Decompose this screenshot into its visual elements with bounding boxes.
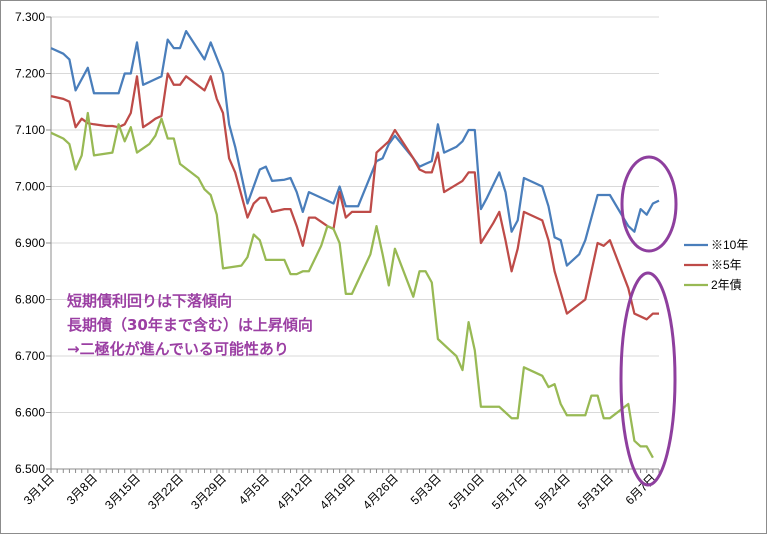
annotation-line-2: 長期債（30年まで含む）は上昇傾向 (67, 316, 313, 334)
x-tick-label: 3月22日 (145, 471, 186, 512)
x-tick-label: 5月10日 (446, 471, 487, 512)
x-tick-label: 3月29日 (188, 471, 229, 512)
x-axis-ticks: 3月1日 3月8日 3月15日 3月22日 3月29日 4月5日 4月12日 4月19日 4月2… (21, 469, 660, 512)
series-line-0 (50, 29, 660, 267)
x-tick-label: 5月24日 (532, 471, 573, 512)
legend-label-0: ※10年 (711, 238, 748, 252)
y-axis-ticks: 6.500 6.600 6.700 6.800 6.900 7.000 7.100 7.200… (15, 10, 51, 476)
annotation-line-3: →二極化が進んでいる可能性あり (67, 340, 289, 358)
legend-label-2: 2年債 (711, 277, 742, 292)
series-line-1 (50, 72, 659, 321)
y-tick-label: 7.000 (15, 180, 45, 194)
y-tick-label: 6.800 (15, 293, 45, 307)
x-tick-label: 3月15日 (102, 471, 143, 512)
y-tick-label: 7.200 (15, 67, 45, 81)
x-tick-label: 4月5日 (236, 471, 272, 507)
x-tick-label: 5月17日 (489, 471, 530, 512)
highlight-ellipse-long-term (620, 155, 678, 253)
x-tick-label: 4月26日 (360, 471, 401, 512)
y-tick-label: 7.300 (15, 10, 45, 24)
annotation-text: 短期債利回りは下落傾向 長期債（30年まで含む）は上昇傾向 →二極化が進んでいる… (67, 292, 313, 358)
x-tick-label: 4月12日 (274, 471, 315, 512)
highlight-ellipse-short-term (619, 271, 677, 487)
y-tick-label: 7.100 (15, 123, 45, 137)
x-tick-label: 5月3日 (408, 471, 444, 507)
legend: ※10年 ※5年 2年債 (684, 238, 748, 292)
x-tick-label: 4月19日 (317, 471, 358, 512)
highlight-ellipses (619, 155, 678, 487)
y-tick-label: 6.500 (15, 462, 45, 476)
x-tick-label: 3月1日 (21, 471, 57, 507)
y-tick-label: 6.900 (15, 236, 45, 250)
y-tick-label: 6.700 (15, 349, 45, 363)
x-tick-label: 6月7日 (623, 471, 659, 507)
y-tick-label: 6.600 (15, 406, 45, 420)
annotation-line-1: 短期債利回りは下落傾向 (67, 292, 232, 310)
x-tick-label: 3月8日 (64, 471, 100, 507)
x-tick-label: 5月31日 (575, 471, 616, 512)
legend-label-1: ※5年 (711, 258, 742, 272)
series-line-2 (50, 111, 654, 459)
gridlines (51, 16, 659, 413)
series-lines (50, 29, 660, 459)
